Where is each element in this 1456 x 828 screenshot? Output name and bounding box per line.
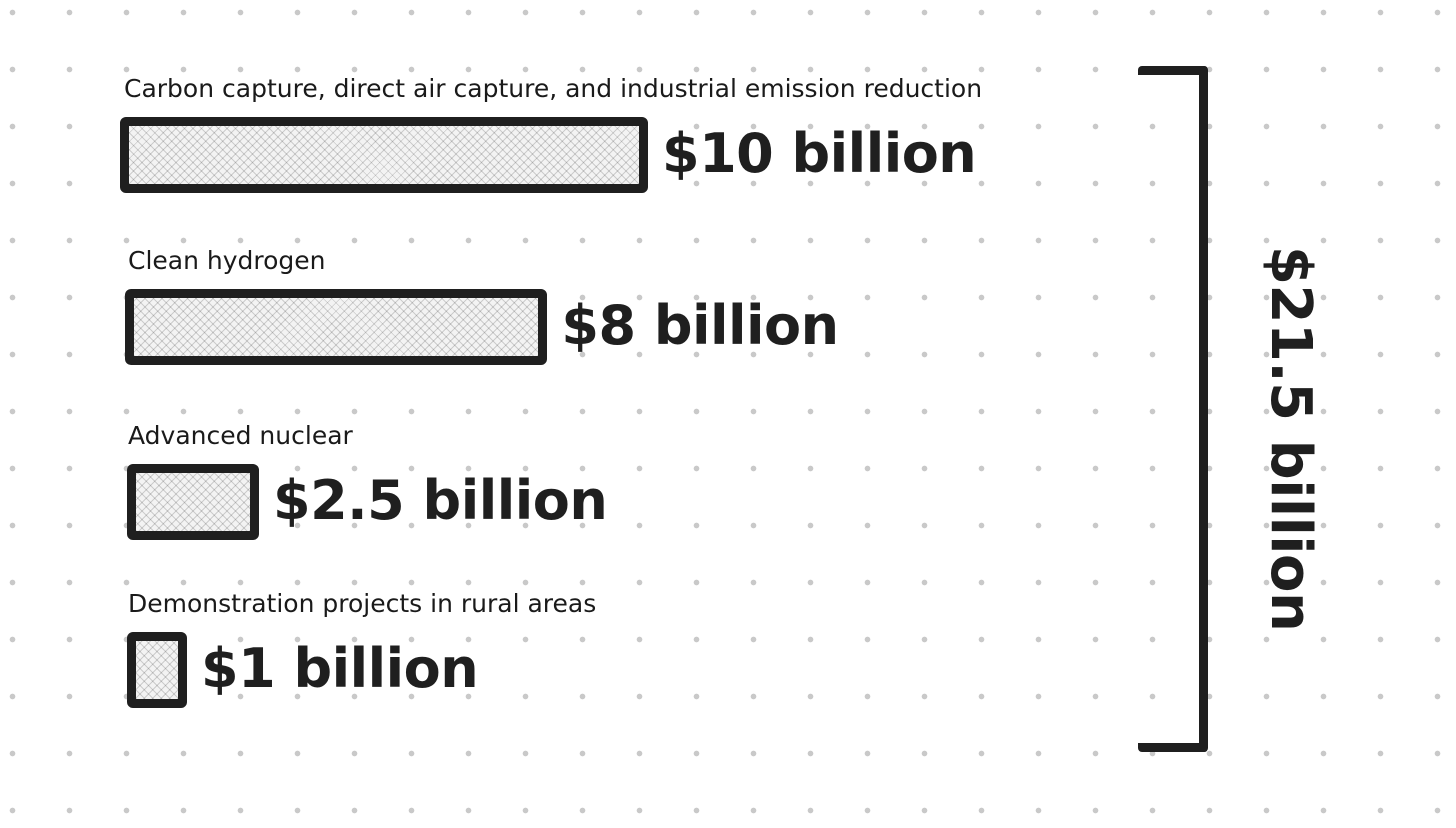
total-bracket: [1138, 66, 1208, 752]
total-label: $21.5 billion: [1258, 246, 1323, 632]
bar: [127, 464, 259, 540]
category-label: Carbon capture, direct air capture, and …: [124, 74, 983, 103]
category-label: Clean hydrogen: [128, 246, 326, 275]
category-label: Demonstration projects in rural areas: [128, 589, 597, 618]
bar: [125, 289, 548, 365]
value-label: $2.5 billion: [273, 469, 608, 532]
bar: [127, 632, 187, 708]
value-label: $8 billion: [561, 294, 839, 357]
category-label: Advanced nuclear: [128, 421, 353, 450]
value-label: $10 billion: [662, 122, 977, 185]
value-label: $1 billion: [201, 637, 479, 700]
bar: [120, 117, 648, 193]
